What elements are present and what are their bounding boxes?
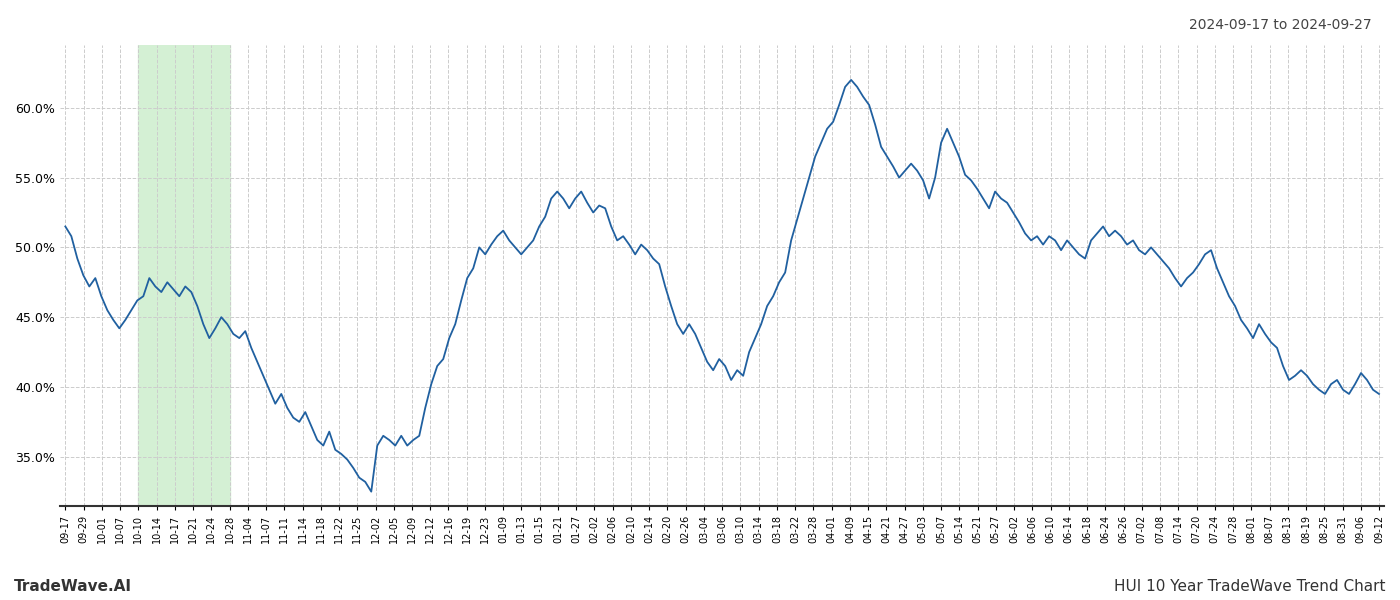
Text: 2024-09-17 to 2024-09-27: 2024-09-17 to 2024-09-27 (1190, 18, 1372, 32)
Bar (139, 45, 230, 506)
Text: TradeWave.AI: TradeWave.AI (14, 579, 132, 594)
Text: HUI 10 Year TradeWave Trend Chart: HUI 10 Year TradeWave Trend Chart (1114, 579, 1386, 594)
